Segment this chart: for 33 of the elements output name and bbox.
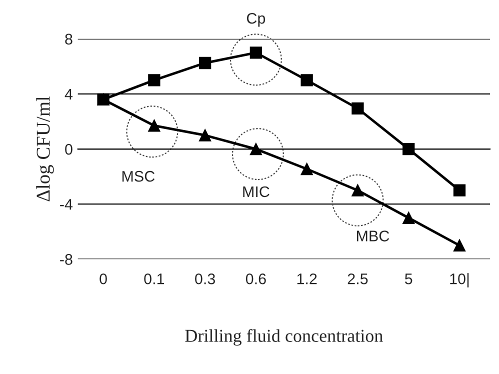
annotation: MSC [122,170,155,182]
point [402,212,415,224]
y-tick-label: -8 [60,254,72,265]
point [250,46,262,59]
x-tick-label: 5 [404,274,412,284]
point [453,184,466,196]
point [148,120,160,132]
point [402,142,415,156]
point [453,239,466,252]
y-axis-title: Δlog CFU/ml [36,96,54,202]
y-tick-label: 4 [64,88,73,100]
x-tick-label: 0.1 [144,273,164,284]
x-tick-label: 2.5 [348,273,368,284]
y-tick-label: -4 [60,199,73,210]
annotation: Cp [246,12,266,27]
x-tick-label: 10| [450,273,469,288]
y-tick-label: 0 [65,144,72,155]
y-tick-label: 8 [65,34,72,45]
point [198,129,212,142]
point [300,74,313,86]
x-tick-label: 0 [100,273,107,284]
point [198,56,212,70]
point [300,162,313,176]
x-tick-label: 1.2 [297,273,317,284]
point [352,184,364,196]
point [250,142,262,156]
annotation: MBC [356,230,390,242]
annotation: MIC [243,186,270,198]
point [352,102,364,114]
point [148,74,160,86]
x-axis-title: Drilling fluid concentration [185,329,383,346]
x-tick-label: 0.6 [246,273,266,284]
x-tick-label: 0.3 [195,273,216,284]
